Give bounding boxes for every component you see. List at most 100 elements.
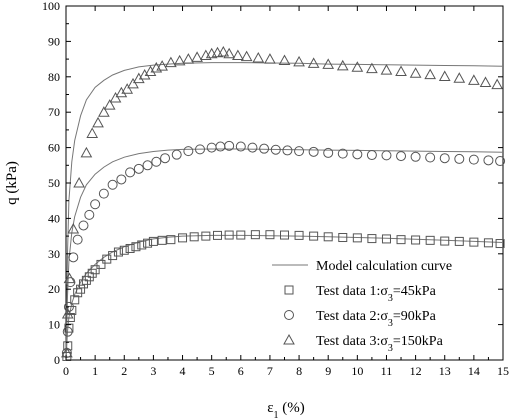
series-1-point: [396, 235, 406, 245]
y-tick-label: 30: [48, 247, 60, 261]
series-3-point: [86, 127, 99, 138]
legend-marker-triangle: [283, 333, 295, 345]
series-3-point: [232, 49, 244, 61]
series-1-point: [309, 231, 319, 241]
series-3-point: [127, 77, 139, 89]
series-2-point: [381, 150, 392, 161]
x-tick-label: 10: [351, 364, 363, 378]
series-3-point: [395, 65, 407, 76]
y-tick-label: 100: [42, 0, 60, 13]
x-tick-label: 8: [296, 364, 302, 378]
x-tick-label: 5: [209, 364, 215, 378]
series-1-point: [425, 235, 435, 245]
y-tick-label: 40: [48, 211, 60, 225]
series-3-point: [336, 59, 349, 71]
series-3-point: [165, 56, 177, 68]
series-1-point: [495, 239, 505, 249]
legend-series-1-label: Test data 1:σ3=45kPa: [316, 284, 437, 304]
series-3-point: [217, 45, 230, 57]
series-1-point: [352, 233, 362, 243]
series-1-point: [381, 234, 391, 244]
series-3-point: [409, 67, 422, 78]
series-2-point: [224, 140, 235, 151]
series-3-point: [264, 53, 276, 64]
series-2-point: [483, 155, 494, 166]
series-2-point: [454, 153, 465, 164]
y-tick-label: 70: [48, 105, 60, 119]
series-1-point: [143, 238, 153, 248]
y-tick-label: 50: [48, 176, 60, 190]
x-tick-label: 14: [468, 364, 480, 378]
x-tick-label: 12: [410, 364, 422, 378]
legend-marker-circle: [284, 310, 294, 320]
series-2-point: [270, 144, 281, 155]
series-3-point: [240, 50, 253, 62]
series-3-point: [380, 64, 393, 75]
series-3-point: [98, 106, 110, 117]
series-3-point: [307, 57, 320, 68]
series-2-point: [78, 220, 89, 231]
series-1-point: [454, 236, 464, 246]
series-1-point: [90, 265, 100, 275]
x-tick-label: 9: [325, 364, 331, 378]
series-3-point: [453, 72, 466, 83]
model-curve-1: [65, 234, 504, 361]
series-1-point: [280, 230, 289, 240]
x-axis-title: ε1 (%): [267, 400, 305, 418]
series-2-point: [125, 167, 136, 178]
series-1-point: [469, 237, 479, 247]
x-tick-label: 4: [180, 364, 186, 378]
series-2-point: [366, 150, 377, 161]
series-2-point: [282, 145, 293, 156]
series-2-point: [215, 141, 226, 152]
x-tick-label: 13: [439, 364, 451, 378]
series-2-point: [90, 199, 101, 210]
series-1-point: [411, 235, 421, 245]
series-3-point: [479, 76, 492, 87]
series-3-point: [424, 68, 437, 80]
series-1-point: [323, 232, 333, 242]
series-1-point: [201, 231, 211, 241]
series-1-point: [67, 305, 77, 315]
series-3-point: [138, 69, 151, 80]
series-3-point: [103, 99, 116, 110]
series-3-point: [278, 54, 291, 66]
x-tick-label: 1: [92, 364, 98, 378]
series-2-point: [62, 326, 73, 337]
series-2-point: [98, 188, 109, 199]
series-2-point: [183, 146, 194, 157]
y-tick-label: 0: [54, 353, 60, 367]
series-2-point: [468, 154, 479, 165]
series-2-point: [195, 144, 206, 155]
series-2-point: [323, 147, 334, 158]
legend: Model calculation curve Test data 1:σ3=4…: [272, 259, 452, 354]
series-2-point: [160, 153, 171, 164]
series-1-point: [236, 230, 246, 240]
x-tick-label: 11: [381, 364, 393, 378]
x-axis-title-sub: 1: [274, 410, 279, 418]
series-3-point: [115, 86, 128, 98]
series-3-point: [73, 176, 85, 188]
series-3-point: [61, 346, 73, 358]
series-2-point: [259, 143, 270, 154]
series-3-point: [61, 307, 74, 319]
series-2-point: [142, 160, 153, 171]
series-3-point: [182, 53, 195, 64]
y-tick-label: 80: [48, 70, 60, 84]
series-2-point: [294, 146, 305, 157]
series-3-point: [293, 55, 305, 67]
x-tick-label: 2: [121, 364, 127, 378]
series-2-point: [425, 152, 436, 163]
y-axis-title: q (kPa): [4, 161, 20, 205]
series-3-point: [351, 61, 364, 72]
series-1-point: [137, 240, 147, 250]
series-2-point: [171, 149, 182, 160]
x-tick-label: 15: [497, 364, 509, 378]
x-axis-title-unit: (%): [279, 400, 305, 416]
legend-marker-square: [284, 285, 294, 295]
series-1-point: [178, 233, 188, 243]
series-2-point: [133, 163, 144, 174]
series-1-point: [148, 236, 158, 246]
series-3-point: [109, 92, 122, 103]
series-1-point: [338, 233, 348, 243]
